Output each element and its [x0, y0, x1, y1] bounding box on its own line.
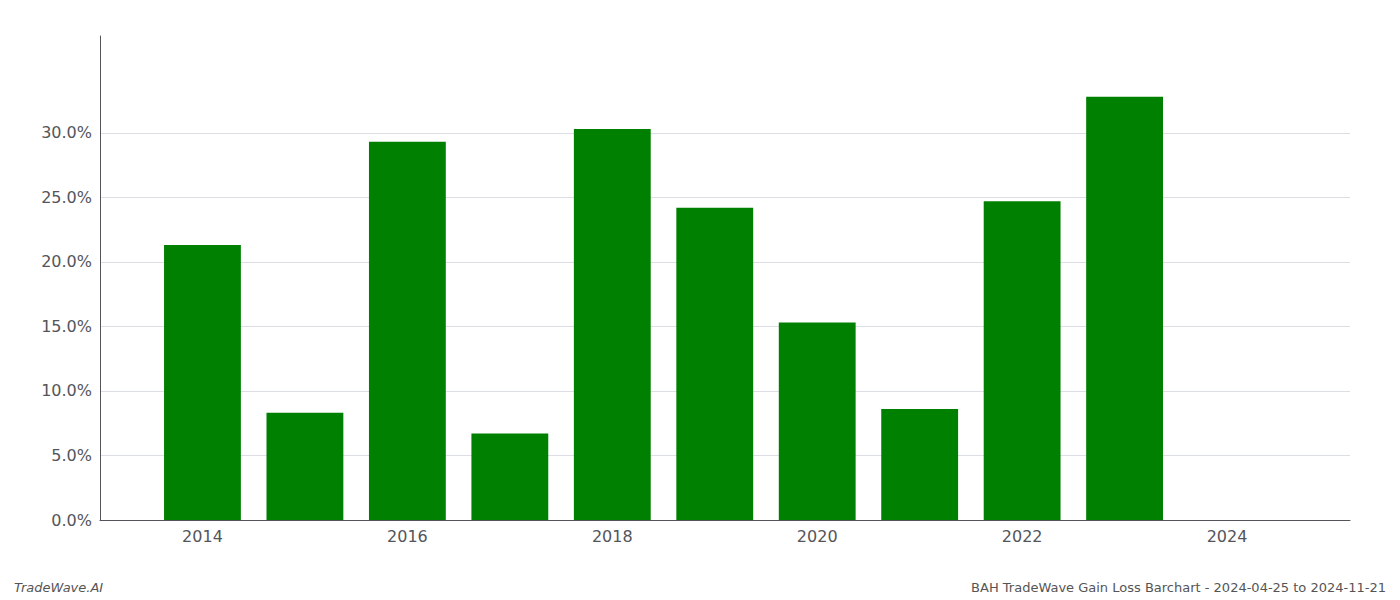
svg-text:2014: 2014 — [182, 527, 223, 546]
svg-text:BAH TradeWave Gain Loss Barcha: BAH TradeWave Gain Loss Barchart - 2024-… — [971, 580, 1386, 595]
svg-text:2020: 2020 — [797, 527, 838, 546]
svg-text:10.0%: 10.0% — [41, 381, 92, 400]
svg-text:2018: 2018 — [592, 527, 633, 546]
svg-text:20.0%: 20.0% — [41, 252, 92, 271]
svg-text:5.0%: 5.0% — [51, 446, 92, 465]
svg-text:2016: 2016 — [387, 527, 428, 546]
svg-text:0.0%: 0.0% — [51, 511, 92, 530]
svg-text:2022: 2022 — [1002, 527, 1043, 546]
svg-text:15.0%: 15.0% — [41, 317, 92, 336]
svg-text:25.0%: 25.0% — [41, 188, 92, 207]
svg-text:2024: 2024 — [1207, 527, 1248, 546]
svg-text:30.0%: 30.0% — [41, 123, 92, 142]
svg-text:TradeWave.AI: TradeWave.AI — [14, 580, 103, 595]
